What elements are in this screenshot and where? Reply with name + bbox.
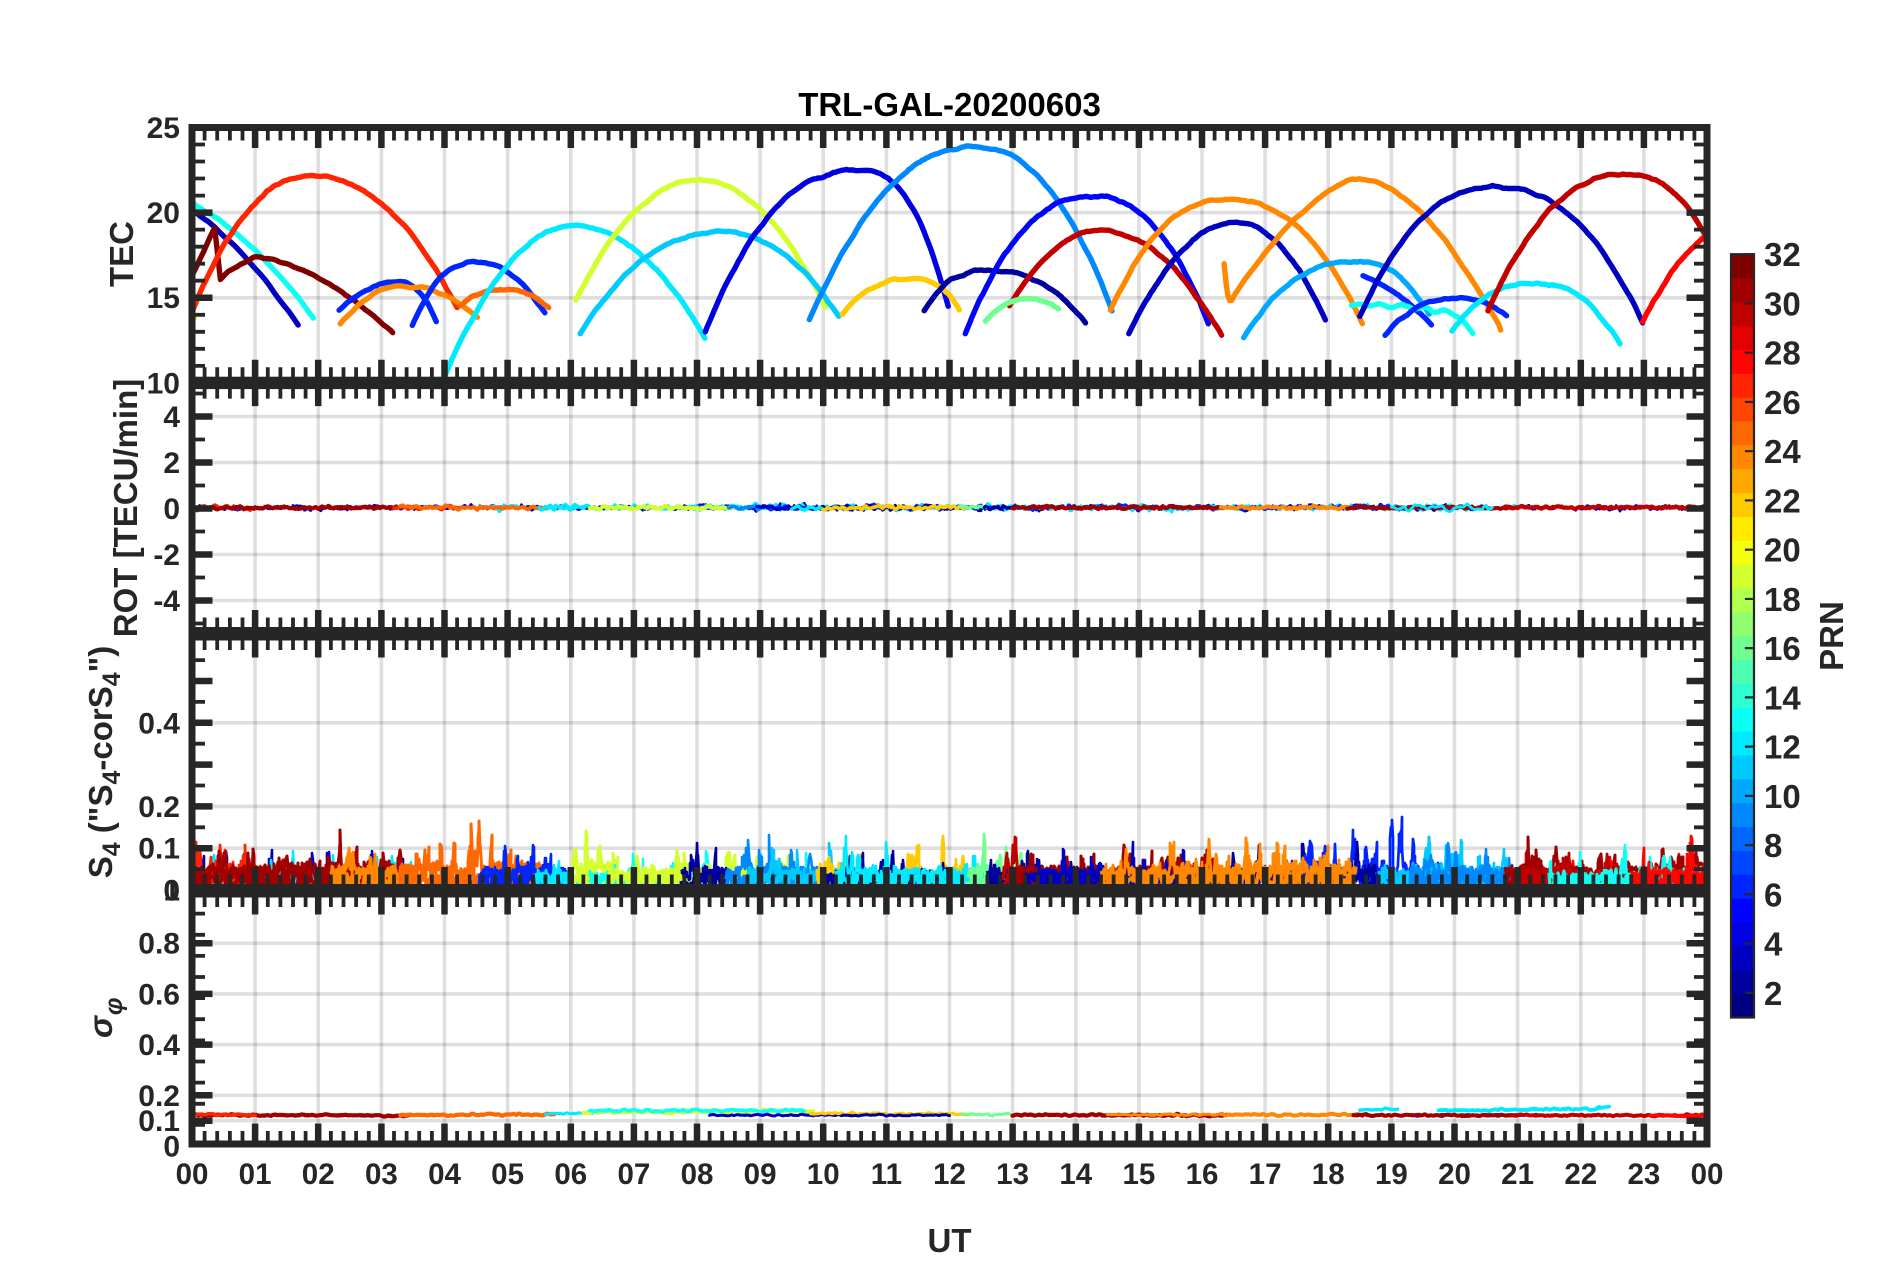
svg-text:22: 22 <box>1564 1158 1597 1191</box>
svg-text:PRN: PRN <box>1813 601 1850 671</box>
svg-text:16: 16 <box>1764 630 1801 667</box>
svg-text:00: 00 <box>1691 1158 1724 1191</box>
svg-text:20: 20 <box>1438 1158 1471 1191</box>
svg-text:2: 2 <box>1764 975 1782 1012</box>
svg-text:11: 11 <box>871 1158 902 1191</box>
svg-text:28: 28 <box>1764 335 1801 372</box>
svg-text:07: 07 <box>617 1158 650 1191</box>
svg-text:0.4: 0.4 <box>138 707 180 740</box>
svg-text:18: 18 <box>1312 1158 1345 1191</box>
svg-text:05: 05 <box>491 1158 524 1191</box>
svg-text:10: 10 <box>1764 778 1801 815</box>
svg-text:21: 21 <box>1501 1158 1534 1191</box>
svg-text:1: 1 <box>163 875 180 908</box>
svg-text:TRL-GAL-20200603: TRL-GAL-20200603 <box>798 86 1101 123</box>
svg-text:10: 10 <box>147 367 180 400</box>
svg-text:15: 15 <box>147 282 180 315</box>
svg-text:25: 25 <box>147 112 180 145</box>
svg-text:00: 00 <box>176 1158 209 1191</box>
svg-text:0.1: 0.1 <box>138 1105 180 1138</box>
svg-text:-4: -4 <box>153 585 180 618</box>
svg-text:14: 14 <box>1059 1158 1092 1191</box>
svg-text:20: 20 <box>147 197 180 230</box>
svg-text:32: 32 <box>1764 236 1801 273</box>
svg-text:4: 4 <box>163 401 180 434</box>
svg-text:0.8: 0.8 <box>138 928 180 961</box>
svg-text:UT: UT <box>928 1222 972 1259</box>
svg-text:02: 02 <box>302 1158 335 1191</box>
svg-text:09: 09 <box>744 1158 777 1191</box>
svg-text:30: 30 <box>1764 285 1801 322</box>
svg-text:ROT [TECU/min]: ROT [TECU/min] <box>107 379 144 637</box>
svg-text:03: 03 <box>365 1158 398 1191</box>
svg-text:06: 06 <box>554 1158 587 1191</box>
svg-text:-2: -2 <box>153 539 180 572</box>
svg-text:0: 0 <box>163 1131 180 1164</box>
svg-text:18: 18 <box>1764 581 1801 618</box>
svg-text:0.6: 0.6 <box>138 978 180 1011</box>
svg-text:TEC: TEC <box>103 221 140 287</box>
svg-text:26: 26 <box>1764 384 1801 421</box>
svg-text:23: 23 <box>1627 1158 1660 1191</box>
svg-text:S4 ("S4-corS4"): S4 ("S4-corS4") <box>82 646 126 879</box>
svg-text:0.1: 0.1 <box>138 833 180 866</box>
svg-text:04: 04 <box>428 1158 461 1191</box>
svg-text:19: 19 <box>1375 1158 1408 1191</box>
svg-text:08: 08 <box>681 1158 714 1191</box>
svg-text:8: 8 <box>1764 827 1782 864</box>
svg-text:13: 13 <box>996 1158 1029 1191</box>
svg-text:0.4: 0.4 <box>138 1029 180 1062</box>
svg-text:17: 17 <box>1249 1158 1282 1191</box>
svg-text:0: 0 <box>163 875 180 908</box>
svg-text:20: 20 <box>1764 532 1801 569</box>
svg-text:15: 15 <box>1122 1158 1155 1191</box>
svg-text:6: 6 <box>1764 876 1782 913</box>
svg-text:22: 22 <box>1764 482 1801 519</box>
svg-text:16: 16 <box>1186 1158 1219 1191</box>
svg-text:2: 2 <box>163 447 180 480</box>
svg-text:0.2: 0.2 <box>138 791 180 824</box>
svg-text:4: 4 <box>1764 926 1783 963</box>
svg-text:01: 01 <box>239 1158 272 1191</box>
svg-text:0: 0 <box>163 493 180 526</box>
svg-text:24: 24 <box>1764 433 1801 470</box>
svg-text:12: 12 <box>1764 729 1801 766</box>
svg-text:12: 12 <box>933 1158 966 1191</box>
svg-text:14: 14 <box>1764 679 1801 716</box>
svg-text:10: 10 <box>807 1158 840 1191</box>
svg-text:0.2: 0.2 <box>138 1080 180 1113</box>
